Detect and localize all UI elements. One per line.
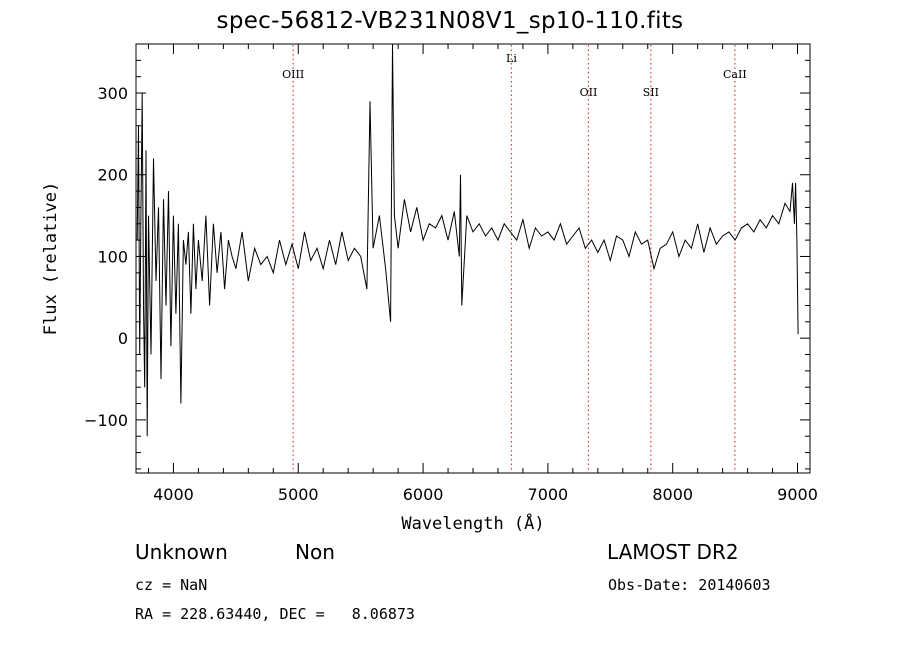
- observation-date: Obs-Date: 20140603: [608, 576, 771, 594]
- line-marker-label: CaII: [723, 68, 747, 81]
- spectrum-line: [136, 43, 799, 437]
- y-tick-label: 0: [118, 329, 128, 348]
- x-axis-ticks: 4000 5000 6000 7000 8000 9000: [147, 44, 818, 504]
- y-axis-ticks: −100 0 100 200 300: [84, 59, 810, 470]
- y-tick-label: 100: [97, 247, 128, 266]
- plot-frame: [135, 43, 811, 474]
- line-marker-label: Li: [506, 52, 517, 65]
- x-tick-label: 6000: [403, 485, 444, 504]
- chart-title: spec-56812-VB231N08V1_sp10-110.fits: [216, 8, 684, 34]
- y-tick-label: −100: [84, 411, 128, 430]
- coordinates: RA = 228.63440, DEC = 8.06873: [135, 605, 415, 623]
- object-class: Unknown: [135, 540, 228, 564]
- x-tick-label: 4000: [153, 485, 194, 504]
- line-marker-label: OIII: [282, 68, 304, 81]
- spectrum-series: [136, 43, 799, 437]
- object-subclass: Non: [295, 540, 335, 564]
- x-tick-label: 7000: [528, 485, 569, 504]
- axis-labels: Wavelength (Å) Flux (relative): [41, 182, 545, 534]
- y-axis-label: Flux (relative): [41, 182, 61, 336]
- x-tick-label: 5000: [278, 485, 319, 504]
- x-tick-label: 8000: [652, 485, 693, 504]
- line-marker-label: OII: [580, 86, 598, 99]
- survey-name: LAMOST DR2: [607, 540, 739, 564]
- x-tick-label: 9000: [777, 485, 818, 504]
- x-axis-label: Wavelength (Å): [401, 512, 544, 534]
- y-tick-label: 300: [97, 84, 128, 103]
- y-tick-label: 200: [97, 166, 128, 185]
- redshift-cz: cz = NaN: [135, 576, 208, 594]
- line-marker-label: SII: [643, 86, 659, 99]
- line-markers: OIII Li OII SII CaII: [282, 45, 747, 472]
